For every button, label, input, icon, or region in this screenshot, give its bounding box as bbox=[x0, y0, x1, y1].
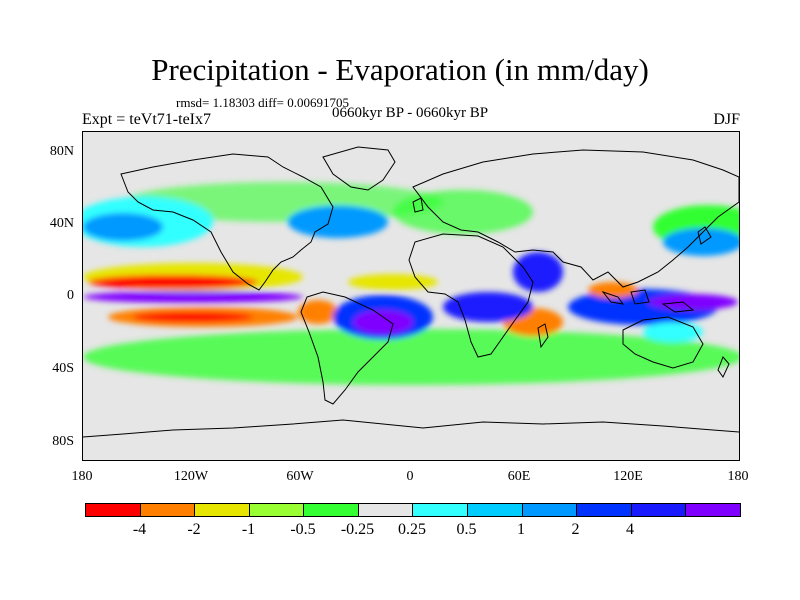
field-africa-purple bbox=[443, 292, 533, 322]
field-band-south-green bbox=[83, 329, 739, 385]
lon-tick-label: 120E bbox=[613, 469, 643, 484]
colorbar-label: -0.25 bbox=[340, 521, 375, 538]
stats-label: rmsd= 1.18303 diff= 0.00691705 bbox=[176, 95, 349, 110]
colorbar-segment bbox=[468, 504, 523, 516]
field-npacific-dry-red bbox=[88, 275, 258, 289]
colorbar-segment bbox=[631, 504, 687, 516]
lon-tick-label: 180 bbox=[71, 469, 93, 484]
coast-borneo bbox=[630, 289, 650, 305]
field-itcz-pacific-purple bbox=[83, 291, 303, 303]
field-spacific-dry-red bbox=[133, 312, 253, 322]
lat-tick-label: 0 bbox=[67, 288, 74, 303]
colorbar-label: 0.5 bbox=[456, 521, 477, 538]
coast-africa bbox=[408, 233, 534, 358]
colorbar-segment bbox=[577, 504, 632, 516]
coast-new-guinea bbox=[661, 301, 695, 313]
map-title: Precipitation - Evaporation (in mm/day) bbox=[151, 52, 649, 87]
colorbar-label: -1 bbox=[241, 521, 256, 538]
field-australia-cyan bbox=[643, 322, 703, 342]
coastlines bbox=[83, 146, 739, 438]
lon-tick-label: 60W bbox=[286, 469, 314, 484]
coast-north-america bbox=[120, 153, 334, 291]
colorbar-label: -0.5 bbox=[290, 521, 316, 538]
precip-evap-map bbox=[83, 146, 739, 438]
field-satlantic-orange bbox=[298, 300, 338, 324]
field-nw-atlantic-green bbox=[393, 190, 533, 234]
lon-tick-label: 0 bbox=[406, 469, 414, 484]
lat-tick-label: 80S bbox=[52, 434, 74, 449]
lat-tick-label: 80N bbox=[49, 144, 74, 159]
colorbar-segment bbox=[413, 504, 469, 516]
coast-madagascar bbox=[537, 323, 549, 349]
field-indian-purple bbox=[513, 252, 563, 292]
coast-eurasia bbox=[412, 149, 739, 288]
season-label: DJF bbox=[713, 111, 740, 128]
colorbar-label: 1 bbox=[517, 521, 525, 538]
field-contours bbox=[83, 182, 739, 385]
coast-new-zealand bbox=[717, 356, 730, 378]
lat-tick-label: 40N bbox=[49, 216, 74, 231]
colorbar-segment bbox=[195, 504, 250, 516]
map-frame bbox=[82, 131, 740, 461]
colorbar-label: -2 bbox=[187, 521, 201, 538]
colorbar-segment bbox=[86, 504, 141, 516]
colorbar-segment bbox=[304, 504, 359, 516]
lon-tick-label: 120W bbox=[173, 469, 209, 484]
coast-antarctica bbox=[83, 419, 739, 438]
colorbar-label: 4 bbox=[626, 521, 634, 538]
field-amazon-purple bbox=[353, 310, 413, 334]
colorbar-segment bbox=[522, 504, 578, 516]
colorbar-segment bbox=[140, 504, 196, 516]
colorbar-label: -4 bbox=[132, 521, 147, 538]
colorbar-label: 0.25 bbox=[398, 521, 426, 538]
field-natlantic-blue bbox=[288, 206, 388, 238]
coast-british-isles bbox=[412, 197, 424, 213]
period-label: 0660kyr BP - 0660kyr BP bbox=[331, 105, 489, 121]
lon-tick-label: 60E bbox=[507, 469, 531, 484]
colorbar-label: 2 bbox=[571, 521, 580, 538]
colorbar-segment bbox=[249, 504, 305, 516]
coast-australia bbox=[622, 316, 704, 369]
lon-tick-label: 180 bbox=[727, 469, 749, 484]
colorbar-segment bbox=[686, 504, 740, 516]
colorbar-segment bbox=[358, 504, 414, 516]
colorbar bbox=[85, 503, 741, 517]
lat-tick-label: 40S bbox=[52, 361, 74, 376]
field-npacific-blue bbox=[83, 213, 163, 241]
coast-japan bbox=[697, 226, 712, 245]
field-spcz-purple bbox=[648, 294, 738, 310]
coast-greenland bbox=[322, 146, 396, 191]
experiment-label: Expt = teVt71-teIx7 bbox=[82, 111, 211, 128]
coast-sumatra bbox=[601, 290, 625, 305]
coast-south-america bbox=[300, 291, 394, 405]
